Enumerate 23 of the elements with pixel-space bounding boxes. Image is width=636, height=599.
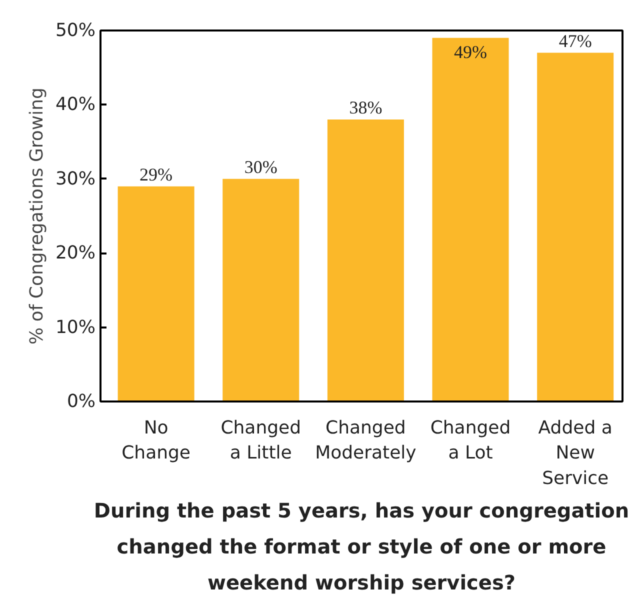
x-tick-label: No Change — [122, 418, 191, 464]
x-tick-label: Added a New Service — [538, 418, 612, 489]
x-tick-label: Changed Moderately — [315, 418, 417, 464]
bar — [327, 120, 404, 402]
text: During the past 5 years, has your congregation changed the format or style of one or more weekend worship services? — [94, 498, 630, 594]
y-tick-label: 30% — [55, 168, 96, 190]
y-axis-title: % of Congregations Growing — [26, 88, 48, 344]
bar — [537, 52, 614, 402]
data-label: 30% — [244, 156, 278, 177]
data-label: 49% — [454, 42, 488, 62]
x-tick-label: Changed a Lot — [430, 418, 511, 464]
bar — [222, 178, 300, 402]
bar — [432, 38, 509, 402]
data-label: 29% — [140, 164, 173, 184]
data-label: 47% — [558, 30, 592, 51]
y-tick-label: 50% — [55, 20, 96, 41]
y-tick-label: 20% — [55, 242, 96, 264]
y-tick-label: 10% — [55, 316, 96, 338]
bar — [118, 186, 194, 402]
data-label: 38% — [349, 98, 382, 118]
y-tick-label: 40% — [55, 94, 96, 116]
y-tick-label: 0% — [66, 391, 96, 412]
x-tick-label: Changed a Little — [220, 418, 302, 464]
